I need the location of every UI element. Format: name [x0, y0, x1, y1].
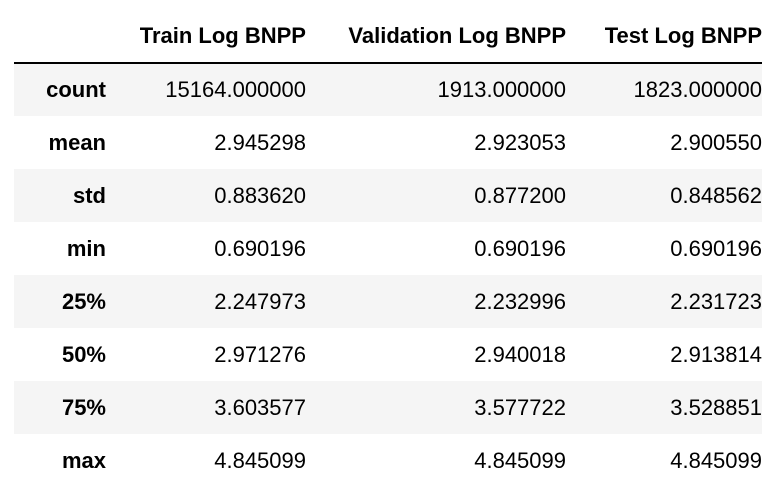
table-row: 50% 2.971276 2.940018 2.913814 [14, 328, 762, 381]
table-row: count 15164.000000 1913.000000 1823.0000… [14, 63, 762, 116]
row-label: 50% [61, 341, 106, 367]
cell-train: 2.945298 [214, 129, 306, 155]
cell-validation: 0.877200 [474, 182, 566, 208]
cell-train: 0.690196 [214, 235, 306, 261]
table-row: max 4.845099 4.845099 4.845099 [14, 434, 762, 487]
cell-test: 3.528851 [670, 394, 762, 420]
row-label: count [46, 77, 106, 102]
cell-test: 0.690196 [670, 235, 762, 261]
row-label: min [66, 235, 106, 261]
column-header-train: Train Log BNPP [139, 23, 306, 48]
table-row: 75% 3.603577 3.577722 3.528851 [14, 381, 762, 434]
row-label: std [73, 182, 106, 208]
table-row: 25% 2.247973 2.232996 2.231723 [14, 275, 762, 328]
cell-test: 2.913814 [670, 341, 762, 367]
cell-validation: 3.577722 [474, 394, 566, 420]
row-label: 75% [61, 394, 106, 420]
cell-train: 15164.000000 [165, 77, 306, 102]
cell-validation: 4.845099 [474, 447, 566, 473]
cell-test: 4.845099 [670, 447, 762, 473]
cell-validation: 2.232996 [474, 288, 566, 314]
table-header: Train Log BNPP Validation Log BNPP Test … [14, 10, 762, 63]
cell-validation: 0.690196 [474, 235, 566, 261]
cell-train: 4.845099 [214, 447, 306, 473]
table-row: mean 2.945298 2.923053 2.900550 [14, 116, 762, 169]
cell-validation: 1913.000000 [437, 77, 566, 102]
cell-train: 2.971276 [214, 341, 306, 367]
row-label: 25% [61, 288, 106, 314]
table-row: min 0.690196 0.690196 0.690196 [14, 222, 762, 275]
cell-train: 2.247973 [214, 288, 306, 314]
row-label: max [61, 447, 106, 473]
cell-test: 0.848562 [670, 182, 762, 208]
table-row: std 0.883620 0.877200 0.848562 [14, 169, 762, 222]
cell-test: 1823.000000 [633, 77, 762, 102]
cell-test: 2.900550 [670, 129, 762, 155]
describe-table: Train Log BNPP Validation Log BNPP Test … [14, 10, 762, 487]
cell-train: 3.603577 [214, 394, 306, 420]
cell-validation: 2.940018 [474, 341, 566, 367]
cell-test: 2.231723 [670, 288, 762, 314]
cell-validation: 2.923053 [474, 129, 566, 155]
row-label: mean [48, 129, 106, 155]
table-body: count 15164.000000 1913.000000 1823.0000… [14, 63, 762, 487]
index-header [14, 10, 106, 63]
header-row: Train Log BNPP Validation Log BNPP Test … [14, 10, 762, 63]
cell-train: 0.883620 [214, 182, 306, 208]
column-header-test: Test Log BNPP [604, 23, 762, 48]
column-header-validation: Validation Log BNPP [348, 23, 566, 48]
